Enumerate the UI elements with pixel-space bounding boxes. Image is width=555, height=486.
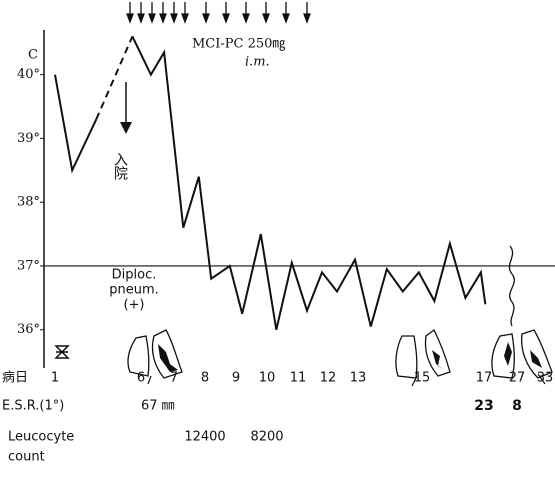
injection-arrow-head — [126, 13, 134, 24]
injection-arrow-head — [181, 13, 189, 24]
x-tick-label: 13 — [350, 371, 367, 386]
injection-arrow-head — [159, 13, 167, 24]
x-tick-label: 27 — [509, 371, 526, 386]
injection-arrow-head — [170, 13, 178, 24]
lung-sketches — [127, 329, 553, 387]
route-label: i.m. — [245, 55, 270, 70]
x-axis-label: 病日 — [2, 371, 28, 386]
y-unit: C — [28, 48, 38, 63]
x-tick-label: 1 — [51, 371, 59, 386]
admission-label: 入院 — [112, 152, 128, 181]
y-tick-label: 40° — [17, 67, 40, 82]
esr-value: 23 — [474, 398, 493, 414]
y-tick-label: 38° — [17, 195, 40, 210]
injection-arrow-head — [282, 13, 290, 24]
temperature-line — [54, 74, 98, 174]
x-tick-label: 7 — [170, 371, 178, 386]
temperature-line — [95, 35, 134, 120]
injection-arrow-head — [202, 13, 210, 24]
injection-arrow-head — [222, 13, 230, 24]
x-tick-label: 12 — [320, 371, 337, 386]
injection-arrow-head — [137, 13, 145, 24]
x-tick-label: 33 — [537, 371, 554, 386]
injection-arrow-head — [303, 13, 311, 24]
y-tick-label: 39° — [17, 131, 40, 146]
injection-arrow-head — [262, 13, 270, 24]
leucocyte-value: 12400 — [184, 430, 225, 445]
x-tick-label: 9 — [232, 371, 240, 386]
x-tick-label: 6 — [137, 371, 145, 386]
hourglass-icon — [54, 345, 70, 359]
injection-arrow-head — [148, 13, 156, 24]
leucocyte-label: Leucocyte — [8, 430, 74, 445]
leucocyte-value: 8200 — [250, 430, 283, 445]
y-tick-label: 37° — [17, 258, 40, 273]
y-tick-label: 36° — [17, 322, 40, 337]
diploc-label: Diploc. — [112, 268, 157, 283]
x-tick-label: 17 — [476, 371, 493, 386]
leucocyte-label: count — [8, 450, 45, 465]
x-tick-label: 11 — [290, 371, 307, 386]
diploc-label: (+) — [123, 298, 144, 313]
axis-break — [508, 245, 515, 327]
x-tick-label: 10 — [259, 371, 276, 386]
temperature-line — [131, 35, 487, 330]
esr-value: 67 ㎜ — [141, 399, 175, 414]
x-tick-label: 15 — [414, 371, 431, 386]
esr-label: E.S.R.(1°) — [2, 399, 64, 414]
admission-arrow — [120, 82, 132, 134]
drug-label: MCI-PC 250㎎ — [192, 37, 285, 52]
esr-value: 8 — [512, 398, 522, 414]
diploc-label: pneum. — [109, 283, 159, 298]
injection-arrow-head — [242, 13, 250, 24]
x-tick-label: 8 — [201, 371, 209, 386]
injection-arrows — [126, 2, 311, 24]
